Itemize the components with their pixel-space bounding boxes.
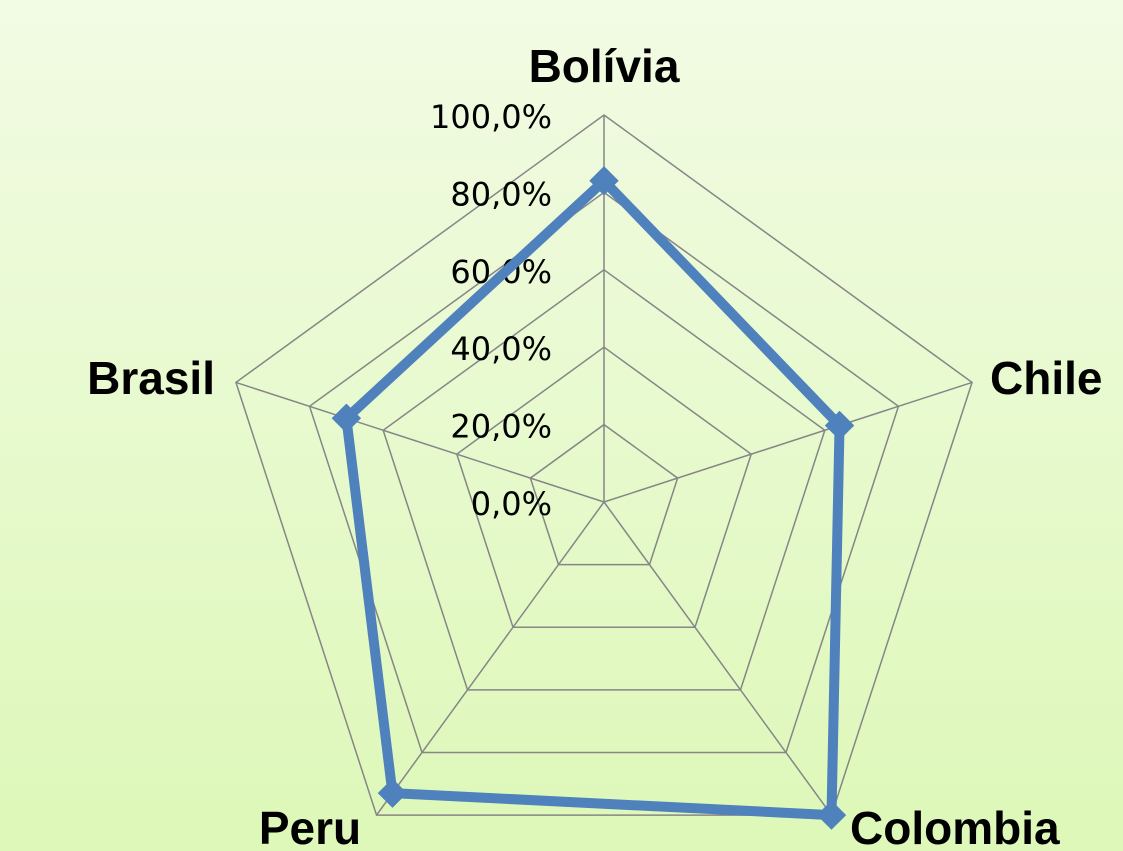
grid-ring: [235, 114, 973, 816]
category-label: Chile: [990, 352, 1102, 404]
marker: [824, 410, 855, 441]
grid-ring: [455, 346, 753, 628]
spoke: [603, 381, 973, 503]
category-label: Bolívia: [529, 40, 680, 92]
category-label: Peru: [259, 802, 361, 851]
spoke: [603, 501, 833, 816]
marker: [377, 778, 408, 808]
spoke: [235, 381, 605, 503]
tick-label: 40,0%: [450, 330, 552, 368]
grid-ring: [382, 268, 826, 691]
marker: [589, 166, 619, 196]
category-label: Brasil: [87, 352, 215, 404]
category-label: Colombia: [850, 802, 1060, 851]
tick-label: 0,0%: [471, 485, 552, 523]
series-line: [341, 175, 845, 821]
tick-label: 80,0%: [450, 175, 552, 213]
grid-ring: [529, 423, 679, 566]
tick-label: 100,0%: [430, 98, 552, 136]
marker: [816, 800, 847, 830]
grid-ring: [308, 191, 900, 754]
marker: [331, 403, 362, 433]
spoke: [375, 501, 605, 816]
tick-label: 20,0%: [450, 408, 552, 446]
